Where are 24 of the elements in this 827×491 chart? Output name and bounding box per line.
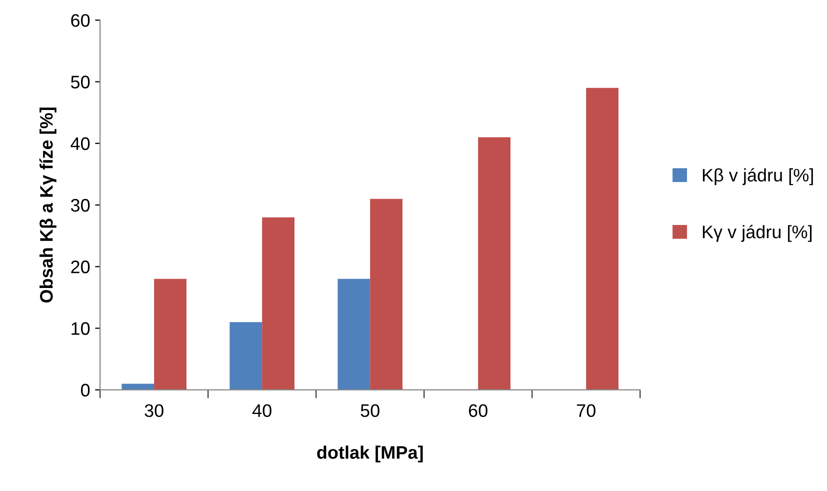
x-tick-label: 60 [468, 404, 488, 418]
legend-label: Kβ v jádru [%] [702, 168, 813, 186]
y-tick-label: 30 [70, 198, 90, 212]
bar [230, 322, 262, 390]
bar [122, 384, 154, 390]
y-tick-label: 20 [71, 260, 90, 274]
x-tick-label: 30 [144, 404, 164, 418]
x-tick-label: 70 [576, 404, 596, 418]
legend-label: Kγ v jádru [%] [702, 224, 812, 242]
bar [586, 88, 618, 390]
x-tick-label: 50 [360, 404, 380, 418]
bar [262, 217, 294, 390]
y-tick-label: 60 [71, 14, 90, 27]
bar [154, 278, 186, 390]
x-tick-label: 40 [252, 404, 272, 418]
x-axis-title: dotlak [MPa] [317, 446, 423, 462]
bar [478, 137, 510, 390]
y-axis-title: Obsah Kβ a Kγ fíze [%] [39, 108, 56, 303]
y-tick-label: 0 [81, 384, 90, 397]
bar [338, 278, 370, 390]
y-tick-label: 50 [70, 76, 90, 88]
y-tick-label: 10 [72, 322, 90, 335]
y-tick-label: 40 [70, 137, 90, 150]
bar [370, 198, 402, 390]
